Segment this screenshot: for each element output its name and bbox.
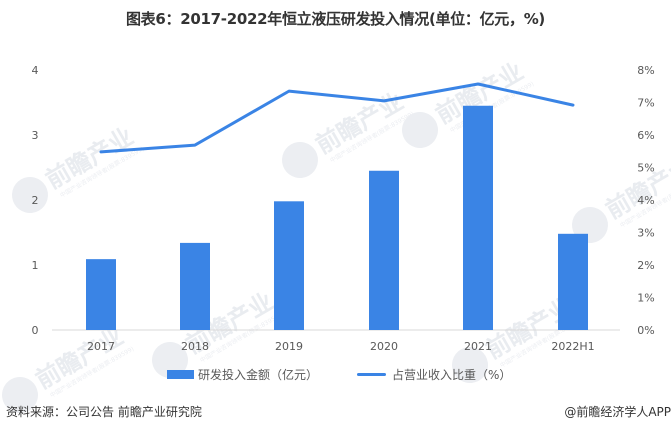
right-axis: 0% 1% 2% 3% 4% 5% 6% 7% 8% xyxy=(637,64,654,337)
right-axis-tick: 5% xyxy=(637,162,654,175)
legend: 研发投入金额（亿元） 占营业收入比重（%） xyxy=(0,366,671,386)
x-axis: 2017 2018 2019 2020 2021 2022H1 xyxy=(87,340,595,353)
left-axis-tick: 4 xyxy=(32,64,39,77)
bar-2018 xyxy=(180,242,210,330)
x-axis-tick: 2018 xyxy=(181,340,209,353)
bar-2017 xyxy=(86,259,116,330)
right-axis-tick: 8% xyxy=(637,64,654,77)
x-axis-tick: 2021 xyxy=(464,340,492,353)
x-axis-tick: 2022H1 xyxy=(551,340,594,353)
left-axis-tick: 0 xyxy=(32,324,39,337)
legend-item-bar: 研发投入金额（亿元） xyxy=(167,366,318,383)
bar-2021 xyxy=(463,105,493,330)
x-axis-tick: 2020 xyxy=(370,340,398,353)
left-axis-tick: 2 xyxy=(32,194,39,207)
bar-2019 xyxy=(274,201,304,330)
x-axis-tick: 2017 xyxy=(87,340,115,353)
right-axis-tick: 4% xyxy=(637,194,654,207)
chart-title: 图表6：2017-2022年恒立液压研发投入情况(单位：亿元，%) xyxy=(125,10,545,28)
legend-line-label: 占营业收入比重（%） xyxy=(392,368,512,382)
right-axis-tick: 3% xyxy=(637,227,654,240)
right-axis-tick: 2% xyxy=(637,259,654,272)
x-axis-tick: 2019 xyxy=(275,340,303,353)
right-axis-tick: 0% xyxy=(637,324,654,337)
line-swatch-icon xyxy=(357,373,386,376)
right-axis-tick: 7% xyxy=(637,97,654,110)
right-axis-tick: 6% xyxy=(637,129,654,142)
left-axis-tick: 3 xyxy=(32,129,39,142)
bar-series xyxy=(86,105,588,330)
bar-swatch-icon xyxy=(167,370,194,379)
bar-2020 xyxy=(369,170,399,330)
left-axis: 0 1 2 3 4 xyxy=(32,64,39,337)
right-axis-tick: 1% xyxy=(637,292,654,305)
left-axis-tick: 1 xyxy=(32,259,39,272)
legend-bar-label: 研发投入金额（亿元） xyxy=(198,368,319,382)
line-series xyxy=(99,82,575,154)
legend-item-line: 占营业收入比重（%） xyxy=(357,366,511,383)
source-note: 资料来源：公司公告 前瞻产业研究院 xyxy=(6,405,202,419)
credit-note: @前瞻经济学人APP xyxy=(564,405,671,419)
bar-2022H1 xyxy=(558,233,588,330)
